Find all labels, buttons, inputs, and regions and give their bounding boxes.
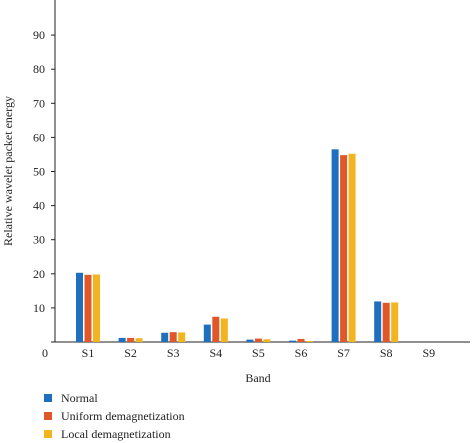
- bar-s5-series-2: [254, 338, 262, 342]
- bar-s4-series-1: [203, 324, 211, 342]
- bar-s1-series-1: [76, 272, 83, 342]
- bar-s7-series-2: [340, 155, 348, 342]
- bar-s7-series-1: [331, 149, 339, 342]
- bar-s3-series-3: [178, 332, 186, 342]
- legend-swatch: [44, 394, 52, 402]
- legend-item: Uniform demagnetization: [44, 407, 185, 425]
- bar-s8-series-2: [382, 302, 390, 342]
- bars: [76, 149, 399, 342]
- legend: Normal Uniform demagnetization Local demag…: [44, 389, 185, 443]
- bar-s4-series-2: [212, 316, 220, 342]
- bar-s2-series-2: [127, 337, 135, 342]
- y-tick-label: 70: [33, 96, 45, 110]
- bar-s6-series-1: [289, 340, 296, 342]
- legend-label: Uniform demagnetization: [61, 408, 185, 423]
- bar-s5-series-1: [246, 339, 254, 342]
- legend-label: Normal: [61, 390, 98, 405]
- legend-item: Normal: [44, 389, 185, 407]
- y-tick-label: 50: [33, 165, 45, 179]
- bar-s8-series-1: [374, 301, 382, 342]
- bar-s8-series-3: [391, 302, 399, 342]
- y-tick-label: 30: [33, 233, 45, 247]
- y-tick-label: 20: [33, 267, 45, 281]
- bar-s5-series-3: [263, 339, 271, 342]
- y-tick-label: 60: [33, 130, 45, 144]
- bar-chart: 10 20 30 40 50 60 70 80 90 0 S1 S2 S3 S4 S5 S6 S7 S8 S9 R…: [1, 0, 470, 385]
- x-axis-label: Band: [245, 371, 270, 385]
- x-tick-label: S6: [295, 346, 308, 360]
- x-tick-label: S3: [167, 346, 180, 360]
- x-tick-label: S5: [252, 346, 265, 360]
- bar-s6-series-3: [306, 340, 313, 342]
- bar-s2-series-3: [135, 338, 143, 342]
- y-axis-label: Relative wavelet packet energy: [1, 96, 15, 246]
- legend-swatch: [44, 430, 52, 438]
- plot-axes: [54, 0, 470, 343]
- x-tick-label: S8: [380, 346, 393, 360]
- bar-s4-series-3: [220, 318, 228, 342]
- bar-s1-series-3: [93, 274, 100, 342]
- bar-s1-series-2: [84, 274, 92, 342]
- x-tick-label: S1: [82, 346, 95, 360]
- bar-s3-series-2: [169, 332, 177, 342]
- y-tick-label: 80: [33, 62, 45, 76]
- legend-label: Local demagnetization: [61, 426, 171, 441]
- y-tick-label: 10: [33, 301, 45, 315]
- legend-swatch: [44, 412, 52, 420]
- x-tick-label: S2: [124, 346, 137, 360]
- x-tick-label: S7: [337, 346, 350, 360]
- y-tick-label: 90: [33, 28, 45, 42]
- bar-s3-series-1: [161, 332, 169, 342]
- y-ticks: 10 20 30 40 50 60 70 80 90: [33, 28, 55, 343]
- bar-s2-series-1: [118, 337, 126, 342]
- bar-s6-series-2: [297, 338, 305, 342]
- x-origin-label: 0: [42, 346, 48, 360]
- legend-item: Local demagnetization: [44, 425, 185, 443]
- y-tick-label: 40: [33, 199, 45, 213]
- x-tick-label: S9: [422, 346, 435, 360]
- x-ticks: 0 S1 S2 S3 S4 S5 S6 S7 S8 S9: [42, 346, 435, 360]
- bar-s7-series-3: [348, 153, 356, 342]
- x-tick-label: S4: [209, 346, 222, 360]
